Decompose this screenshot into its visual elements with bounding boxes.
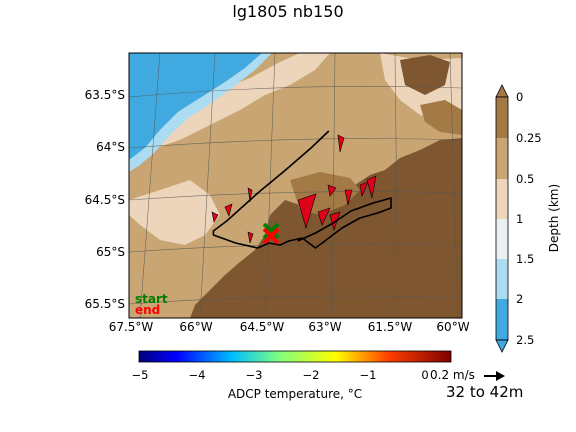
basin-island (400, 55, 450, 95)
depth-colorbar: 0 0.25 0.5 1 1.5 2 2.5 Depth (km) (495, 84, 561, 353)
depth-band (496, 299, 508, 340)
velocity-arrow (366, 175, 377, 199)
depth-colorbar-label: Depth (km) (547, 184, 561, 252)
lon-tick-label: 63°W (308, 320, 341, 334)
velocity-arrows (211, 134, 377, 244)
depth-tick-label: 0.5 (516, 172, 534, 186)
graticule (129, 53, 462, 318)
temperature-tick-label: 0 (421, 368, 428, 382)
temperature-colorbar: −5 −4 −3 −2 −1 0 ADCP temperature, °C (132, 350, 452, 401)
depth-tick-label: 1 (516, 212, 523, 226)
velocity-arrow (211, 211, 219, 223)
lon-tick-label: 60°W (436, 320, 469, 334)
quiver-key-label: 0.2 m/s (430, 368, 475, 382)
start-label: start (135, 292, 168, 306)
lat-tick-labels: 63.5°S 64°S 64.5°S 65°S 65.5°S (85, 88, 125, 311)
temperature-tick-label: −5 (132, 368, 149, 382)
start-marker (262, 222, 280, 240)
lat-tick-label: 65°S (96, 245, 125, 259)
lon-tick-label: 66°W (179, 320, 212, 334)
velocity-arrow (247, 187, 253, 203)
depth-band (496, 219, 508, 259)
lat-tick-label: 64.5°S (85, 193, 125, 207)
lat-tick-label: 65.5°S (85, 297, 125, 311)
velocity-arrow (359, 181, 369, 198)
depth-band (496, 179, 508, 219)
lat-tick-label: 64°S (96, 140, 125, 154)
velocity-arrow (344, 189, 353, 206)
lon-tick-labels: 67.5°W 66°W 64.5°W 63°W 61.5°W 60°W (109, 320, 470, 334)
end-marker (262, 227, 280, 245)
depth-tick-label: 2 (516, 292, 523, 306)
velocity-arrow (224, 203, 233, 217)
depth-colorbar-bottom-cap (495, 339, 509, 353)
temperature-tick-label: −1 (360, 368, 377, 382)
temperature-gradient (138, 350, 452, 363)
slope-water-area (129, 53, 272, 172)
lon-tick-label: 64.5°W (240, 320, 285, 334)
velocity-arrow (337, 134, 345, 153)
depth-tick-label: 0.25 (516, 131, 542, 145)
lat-tick-label: 63.5°S (85, 88, 125, 102)
map-frame (128, 52, 463, 319)
depth-tick-label: 2.5 (516, 333, 534, 347)
depth-tick-label: 0 (516, 90, 523, 104)
map-panel (129, 53, 462, 318)
chart-title: lg1805 nb150 (232, 2, 343, 21)
lon-tick-label: 61.5°W (368, 320, 413, 334)
depth-band (496, 97, 508, 138)
end-label: end (135, 303, 160, 317)
velocity-arrow (297, 193, 317, 230)
ship-track (212, 130, 392, 249)
lon-tick-label: 67.5°W (109, 320, 154, 334)
velocity-arrow (317, 207, 331, 226)
light-shelf-area (129, 53, 330, 155)
depth-band (496, 138, 508, 179)
basin-area (190, 138, 462, 318)
temperature-tick-label: −4 (189, 368, 206, 382)
light-shelf-area-2 (129, 180, 220, 245)
velocity-arrow (327, 184, 337, 197)
temperature-tick-label: −2 (303, 368, 320, 382)
quiver-key-arrow (484, 371, 505, 381)
depth-band (496, 259, 508, 299)
velocity-arrow (247, 231, 254, 244)
temperature-colorbar-label: ADCP temperature, °C (228, 387, 362, 401)
temperature-tick-label: −3 (246, 368, 263, 382)
deep-water-area (129, 53, 262, 160)
depth-colorbar-top-cap (495, 84, 509, 98)
depth-tick-label: 1.5 (516, 252, 534, 266)
depth-range-label: 32 to 42m (446, 383, 523, 401)
